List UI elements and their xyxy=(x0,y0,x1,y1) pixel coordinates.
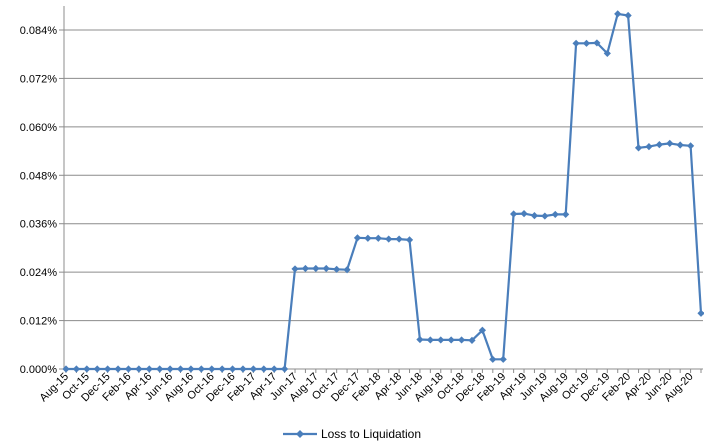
legend-line-diamond-icon xyxy=(282,430,317,438)
data-point[interactable] xyxy=(551,210,559,219)
data-point[interactable] xyxy=(624,11,632,20)
data-point[interactable] xyxy=(72,365,81,373)
data-point[interactable] xyxy=(93,365,101,373)
data-point[interactable] xyxy=(562,210,570,219)
series-loss-to-liquidation xyxy=(62,10,704,373)
data-point[interactable] xyxy=(478,326,486,334)
y-tick-label: 0.072% xyxy=(20,73,58,85)
data-point[interactable] xyxy=(176,365,185,373)
data-point[interactable] xyxy=(374,234,382,242)
data-point[interactable] xyxy=(686,142,695,150)
data-point[interactable] xyxy=(468,336,476,344)
data-point[interactable] xyxy=(291,265,299,273)
data-point[interactable] xyxy=(145,365,153,373)
data-point[interactable] xyxy=(62,365,70,373)
data-point[interactable] xyxy=(697,309,704,317)
data-point[interactable] xyxy=(385,235,393,243)
y-tick-label: 0.048% xyxy=(20,170,58,182)
data-point[interactable] xyxy=(614,10,622,18)
data-point[interactable] xyxy=(676,141,684,149)
y-tick-label: 0.024% xyxy=(20,267,58,279)
legend-item-loss-to-liquidation[interactable]: Loss to Liquidation xyxy=(282,427,422,441)
data-point[interactable] xyxy=(333,265,341,273)
data-point[interactable] xyxy=(593,39,601,47)
data-point[interactable] xyxy=(530,212,539,220)
data-point[interactable] xyxy=(281,365,289,373)
data-point[interactable] xyxy=(353,234,362,242)
data-point[interactable] xyxy=(301,264,310,273)
data-point[interactable] xyxy=(83,365,91,373)
data-point[interactable] xyxy=(124,365,133,373)
data-point[interactable] xyxy=(270,365,278,373)
data-point[interactable] xyxy=(582,39,591,47)
data-point[interactable] xyxy=(322,264,330,273)
series-line xyxy=(66,12,704,371)
data-point[interactable] xyxy=(416,335,424,344)
data-point[interactable] xyxy=(260,365,268,373)
data-point[interactable] xyxy=(166,365,174,373)
data-point[interactable] xyxy=(135,365,143,373)
data-point[interactable] xyxy=(239,365,247,373)
data-point[interactable] xyxy=(634,144,643,152)
legend-label: Loss to Liquidation xyxy=(320,427,422,441)
data-point[interactable] xyxy=(541,212,549,220)
data-point[interactable] xyxy=(218,365,226,373)
data-point[interactable] xyxy=(655,141,663,149)
data-point[interactable] xyxy=(228,365,237,373)
line-chart: 0.000% 0.012% 0.024% 0.036% 0.048% 0.060% 0.07… xyxy=(20,6,704,404)
y-tick-label: 0.060% xyxy=(20,122,58,134)
data-point[interactable] xyxy=(187,365,195,373)
data-point[interactable] xyxy=(364,234,372,242)
data-point[interactable] xyxy=(426,336,434,344)
data-point[interactable] xyxy=(510,210,518,218)
y-tick-label: 0.000% xyxy=(20,364,58,376)
data-point[interactable] xyxy=(572,39,580,47)
data-point[interactable] xyxy=(156,365,164,373)
data-point[interactable] xyxy=(666,139,674,148)
data-point[interactable] xyxy=(208,365,216,373)
legend: Loss to Liquidation xyxy=(0,424,704,444)
data-point[interactable] xyxy=(447,336,455,344)
data-point[interactable] xyxy=(499,355,507,363)
data-point[interactable] xyxy=(489,355,497,363)
y-axis: 0.000% 0.012% 0.024% 0.036% 0.048% 0.060% 0.07… xyxy=(20,6,65,376)
y-tick-label: 0.012% xyxy=(20,316,58,328)
y-tick-label: 0.036% xyxy=(20,219,58,231)
data-point[interactable] xyxy=(437,336,445,344)
data-point[interactable] xyxy=(603,49,611,58)
data-point[interactable] xyxy=(395,235,403,243)
data-point[interactable] xyxy=(114,365,122,373)
data-point[interactable] xyxy=(249,365,257,373)
data-point[interactable] xyxy=(645,143,653,151)
data-point[interactable] xyxy=(312,264,320,273)
gridlines xyxy=(64,29,703,370)
data-point[interactable] xyxy=(104,365,112,373)
data-point[interactable] xyxy=(197,365,205,373)
x-axis: Aug-15Oct-15Dec-15Feb-16Apr-16Jun-16Aug-… xyxy=(38,368,703,404)
data-point[interactable] xyxy=(520,210,528,218)
data-point[interactable] xyxy=(405,236,414,244)
data-point[interactable] xyxy=(343,266,351,274)
data-point[interactable] xyxy=(457,336,466,344)
y-tick-label: 0.084% xyxy=(20,25,58,37)
